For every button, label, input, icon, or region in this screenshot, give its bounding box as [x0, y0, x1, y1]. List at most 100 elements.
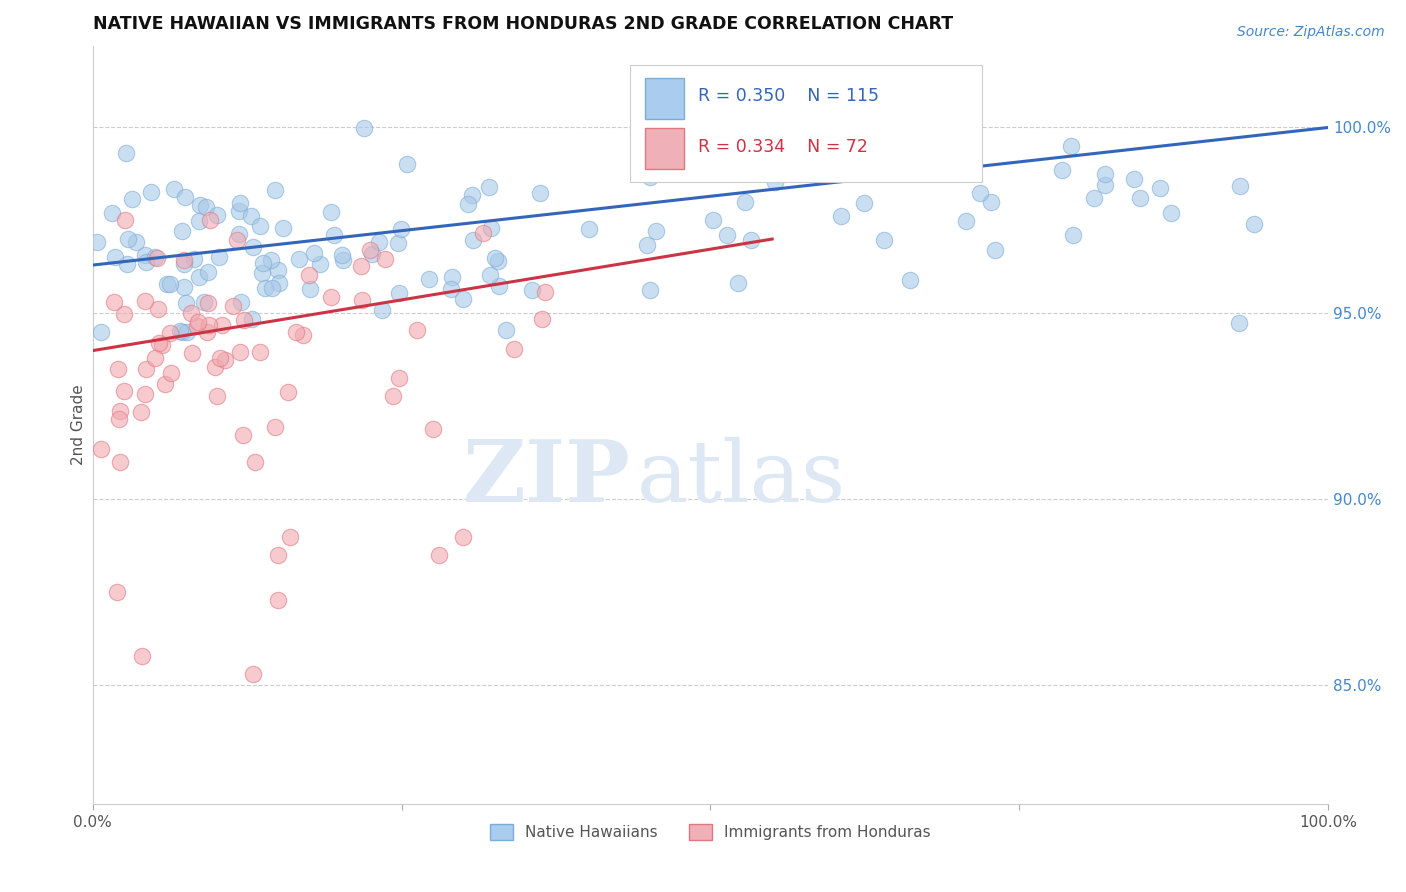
Point	[638, 284, 661, 298]
Point	[159, 277, 181, 291]
Point	[502, 342, 524, 356]
Point	[353, 120, 375, 135]
Point	[249, 219, 271, 234]
Point	[371, 302, 394, 317]
Point	[453, 530, 475, 544]
Point	[852, 196, 875, 211]
Point	[479, 268, 502, 282]
Point	[273, 221, 295, 235]
Point	[1050, 163, 1073, 178]
Point	[389, 222, 412, 236]
Point	[174, 296, 197, 310]
Point	[1083, 191, 1105, 205]
Point	[277, 384, 299, 399]
Text: R = 0.350    N = 115: R = 0.350 N = 115	[697, 87, 879, 105]
Point	[388, 370, 411, 384]
Point	[108, 411, 131, 425]
Point	[367, 235, 389, 249]
Point	[170, 325, 193, 339]
Point	[530, 312, 553, 326]
Point	[298, 282, 321, 296]
Point	[121, 192, 143, 206]
Point	[319, 205, 342, 219]
Point	[131, 648, 153, 663]
Point	[200, 213, 222, 227]
Point	[406, 323, 429, 337]
Point	[1094, 178, 1116, 192]
Point	[129, 405, 152, 419]
Point	[460, 187, 482, 202]
Point	[578, 222, 600, 236]
Point	[252, 256, 274, 270]
Point	[716, 227, 738, 242]
Point	[176, 325, 198, 339]
Point	[104, 250, 127, 264]
Point	[183, 252, 205, 266]
Point	[207, 389, 229, 403]
Point	[139, 186, 162, 200]
Point	[146, 251, 169, 265]
Point	[198, 318, 221, 332]
Text: ZIP: ZIP	[463, 436, 630, 520]
Point	[322, 228, 344, 243]
Point	[529, 186, 551, 200]
Point	[90, 442, 112, 456]
Point	[114, 213, 136, 227]
Point	[195, 200, 218, 214]
Point	[242, 240, 264, 254]
Point	[254, 280, 277, 294]
Point	[186, 318, 208, 333]
Point	[350, 293, 373, 307]
Point	[486, 253, 509, 268]
Point	[1160, 206, 1182, 220]
Point	[1122, 171, 1144, 186]
Point	[197, 265, 219, 279]
Point	[262, 281, 284, 295]
Point	[488, 279, 510, 293]
Point	[222, 299, 245, 313]
Point	[374, 252, 396, 267]
Point	[143, 351, 166, 366]
Point	[173, 280, 195, 294]
Point	[292, 327, 315, 342]
Point	[110, 455, 132, 469]
Point	[239, 209, 262, 223]
Point	[143, 250, 166, 264]
Point	[229, 294, 252, 309]
Bar	[645, 78, 685, 120]
Point	[645, 224, 668, 238]
Point	[495, 323, 517, 337]
Point	[734, 194, 756, 209]
Point	[112, 307, 135, 321]
Point	[395, 157, 418, 171]
Text: NATIVE HAWAIIAN VS IMMIGRANTS FROM HONDURAS 2ND GRADE CORRELATION CHART: NATIVE HAWAIIAN VS IMMIGRANTS FROM HONDU…	[93, 15, 953, 33]
Point	[1229, 179, 1251, 194]
Point	[172, 224, 194, 238]
Point	[103, 294, 125, 309]
Point	[180, 346, 202, 360]
Point	[267, 276, 290, 290]
Point	[980, 194, 1002, 209]
Point	[187, 214, 209, 228]
Point	[302, 245, 325, 260]
Text: R = 0.334    N = 72: R = 0.334 N = 72	[697, 137, 868, 155]
Point	[267, 263, 290, 277]
Point	[228, 227, 250, 242]
Point	[1227, 316, 1250, 330]
Point	[463, 233, 485, 247]
Point	[955, 213, 977, 227]
Point	[898, 273, 921, 287]
Point	[204, 359, 226, 374]
Point	[1149, 181, 1171, 195]
Point	[381, 389, 404, 403]
Point	[146, 301, 169, 316]
Point	[148, 336, 170, 351]
Point	[984, 243, 1007, 257]
Point	[332, 252, 354, 267]
Point	[1243, 217, 1265, 231]
Point	[135, 362, 157, 376]
Point	[195, 326, 218, 340]
Point	[1062, 227, 1084, 242]
Point	[288, 252, 311, 267]
Point	[478, 180, 501, 194]
